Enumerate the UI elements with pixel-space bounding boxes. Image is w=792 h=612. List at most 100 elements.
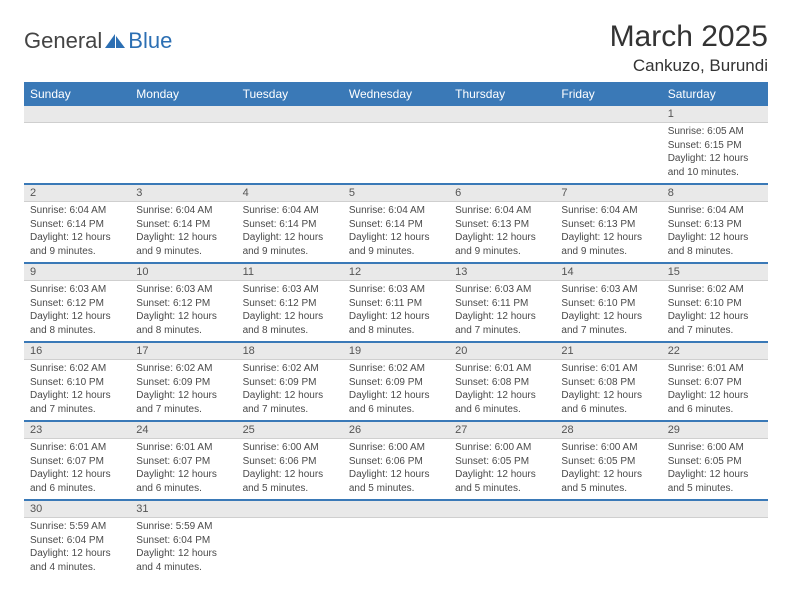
- day-number: 17: [130, 343, 236, 360]
- day-header: Sunday: [24, 82, 130, 106]
- calendar-week-row: 30Sunrise: 5:59 AMSunset: 6:04 PMDayligh…: [24, 500, 768, 578]
- sunset-line: Sunset: 6:06 PM: [349, 455, 443, 469]
- sunset-line: Sunset: 6:12 PM: [136, 297, 230, 311]
- calendar-cell: 6Sunrise: 6:04 AMSunset: 6:13 PMDaylight…: [449, 184, 555, 263]
- calendar-week-row: 2Sunrise: 6:04 AMSunset: 6:14 PMDaylight…: [24, 184, 768, 263]
- daylight-line: Daylight: 12 hours and 9 minutes.: [455, 231, 549, 258]
- day-details: Sunrise: 6:04 AMSunset: 6:14 PMDaylight:…: [24, 202, 130, 262]
- calendar-cell: 3Sunrise: 6:04 AMSunset: 6:14 PMDaylight…: [130, 184, 236, 263]
- day-number: 4: [237, 185, 343, 202]
- day-number: 26: [343, 422, 449, 439]
- sunset-line: Sunset: 6:14 PM: [136, 218, 230, 232]
- daylight-line: Daylight: 12 hours and 9 minutes.: [136, 231, 230, 258]
- day-number: 19: [343, 343, 449, 360]
- sunset-line: Sunset: 6:04 PM: [136, 534, 230, 548]
- calendar-cell: 23Sunrise: 6:01 AMSunset: 6:07 PMDayligh…: [24, 421, 130, 500]
- sunrise-line: Sunrise: 6:01 AM: [561, 362, 655, 376]
- sunset-line: Sunset: 6:05 PM: [668, 455, 762, 469]
- sunset-line: Sunset: 6:13 PM: [668, 218, 762, 232]
- day-number-bar: [237, 501, 343, 518]
- calendar-cell: [555, 106, 661, 184]
- sunset-line: Sunset: 6:07 PM: [136, 455, 230, 469]
- day-number: 21: [555, 343, 661, 360]
- sunrise-line: Sunrise: 6:05 AM: [668, 125, 762, 139]
- day-header: Friday: [555, 82, 661, 106]
- day-number: 22: [662, 343, 768, 360]
- day-number-bar: [237, 106, 343, 123]
- sunset-line: Sunset: 6:07 PM: [30, 455, 124, 469]
- sunset-line: Sunset: 6:10 PM: [668, 297, 762, 311]
- sunrise-line: Sunrise: 6:00 AM: [455, 441, 549, 455]
- calendar-cell: 19Sunrise: 6:02 AMSunset: 6:09 PMDayligh…: [343, 342, 449, 421]
- daylight-line: Daylight: 12 hours and 7 minutes.: [668, 310, 762, 337]
- day-number: 30: [24, 501, 130, 518]
- day-details: Sunrise: 6:02 AMSunset: 6:10 PMDaylight:…: [24, 360, 130, 420]
- day-details: Sunrise: 6:03 AMSunset: 6:12 PMDaylight:…: [237, 281, 343, 341]
- calendar-cell: 20Sunrise: 6:01 AMSunset: 6:08 PMDayligh…: [449, 342, 555, 421]
- daylight-line: Daylight: 12 hours and 4 minutes.: [30, 547, 124, 574]
- day-number-bar: [343, 501, 449, 518]
- day-number: 23: [24, 422, 130, 439]
- daylight-line: Daylight: 12 hours and 8 minutes.: [668, 231, 762, 258]
- day-details: Sunrise: 6:00 AMSunset: 6:06 PMDaylight:…: [343, 439, 449, 499]
- sunset-line: Sunset: 6:04 PM: [30, 534, 124, 548]
- sunrise-line: Sunrise: 6:02 AM: [30, 362, 124, 376]
- day-details: Sunrise: 6:00 AMSunset: 6:05 PMDaylight:…: [449, 439, 555, 499]
- calendar-cell: [237, 106, 343, 184]
- day-header: Tuesday: [237, 82, 343, 106]
- sunset-line: Sunset: 6:05 PM: [455, 455, 549, 469]
- day-details: Sunrise: 5:59 AMSunset: 6:04 PMDaylight:…: [130, 518, 236, 578]
- day-details: Sunrise: 6:05 AMSunset: 6:15 PMDaylight:…: [662, 123, 768, 183]
- day-details: Sunrise: 6:01 AMSunset: 6:07 PMDaylight:…: [24, 439, 130, 499]
- sunrise-line: Sunrise: 5:59 AM: [136, 520, 230, 534]
- calendar-cell: 11Sunrise: 6:03 AMSunset: 6:12 PMDayligh…: [237, 263, 343, 342]
- daylight-line: Daylight: 12 hours and 6 minutes.: [455, 389, 549, 416]
- day-details: Sunrise: 6:01 AMSunset: 6:08 PMDaylight:…: [449, 360, 555, 420]
- daylight-line: Daylight: 12 hours and 6 minutes.: [349, 389, 443, 416]
- day-number: 2: [24, 185, 130, 202]
- daylight-line: Daylight: 12 hours and 9 minutes.: [561, 231, 655, 258]
- day-number-bar: [449, 106, 555, 123]
- day-number: 16: [24, 343, 130, 360]
- day-number: 13: [449, 264, 555, 281]
- calendar-cell: [237, 500, 343, 578]
- sunrise-line: Sunrise: 6:04 AM: [30, 204, 124, 218]
- sunrise-line: Sunrise: 6:01 AM: [455, 362, 549, 376]
- calendar-cell: 17Sunrise: 6:02 AMSunset: 6:09 PMDayligh…: [130, 342, 236, 421]
- sunrise-line: Sunrise: 6:03 AM: [136, 283, 230, 297]
- sunset-line: Sunset: 6:12 PM: [243, 297, 337, 311]
- calendar-cell: [555, 500, 661, 578]
- day-details: Sunrise: 6:04 AMSunset: 6:14 PMDaylight:…: [343, 202, 449, 262]
- calendar-cell: 5Sunrise: 6:04 AMSunset: 6:14 PMDaylight…: [343, 184, 449, 263]
- day-details: Sunrise: 6:04 AMSunset: 6:13 PMDaylight:…: [662, 202, 768, 262]
- daylight-line: Daylight: 12 hours and 8 minutes.: [349, 310, 443, 337]
- calendar-cell: [24, 106, 130, 184]
- daylight-line: Daylight: 12 hours and 7 minutes.: [30, 389, 124, 416]
- day-details: Sunrise: 6:04 AMSunset: 6:14 PMDaylight:…: [237, 202, 343, 262]
- sunrise-line: Sunrise: 6:04 AM: [455, 204, 549, 218]
- sunrise-line: Sunrise: 6:03 AM: [243, 283, 337, 297]
- day-number: 1: [662, 106, 768, 123]
- day-details: Sunrise: 6:01 AMSunset: 6:07 PMDaylight:…: [130, 439, 236, 499]
- sunrise-line: Sunrise: 6:04 AM: [668, 204, 762, 218]
- calendar-cell: [343, 500, 449, 578]
- day-header: Wednesday: [343, 82, 449, 106]
- calendar-cell: [449, 500, 555, 578]
- sunrise-line: Sunrise: 6:02 AM: [668, 283, 762, 297]
- day-number: 7: [555, 185, 661, 202]
- sunrise-line: Sunrise: 6:03 AM: [30, 283, 124, 297]
- daylight-line: Daylight: 12 hours and 7 minutes.: [243, 389, 337, 416]
- calendar-cell: 30Sunrise: 5:59 AMSunset: 6:04 PMDayligh…: [24, 500, 130, 578]
- sunset-line: Sunset: 6:08 PM: [561, 376, 655, 390]
- calendar-cell: 28Sunrise: 6:00 AMSunset: 6:05 PMDayligh…: [555, 421, 661, 500]
- day-number: 10: [130, 264, 236, 281]
- day-details: Sunrise: 6:02 AMSunset: 6:09 PMDaylight:…: [130, 360, 236, 420]
- calendar-week-row: 1Sunrise: 6:05 AMSunset: 6:15 PMDaylight…: [24, 106, 768, 184]
- day-number: 3: [130, 185, 236, 202]
- day-number: 20: [449, 343, 555, 360]
- calendar-week-row: 23Sunrise: 6:01 AMSunset: 6:07 PMDayligh…: [24, 421, 768, 500]
- sunset-line: Sunset: 6:13 PM: [561, 218, 655, 232]
- day-number: 14: [555, 264, 661, 281]
- sunset-line: Sunset: 6:05 PM: [561, 455, 655, 469]
- daylight-line: Daylight: 12 hours and 5 minutes.: [561, 468, 655, 495]
